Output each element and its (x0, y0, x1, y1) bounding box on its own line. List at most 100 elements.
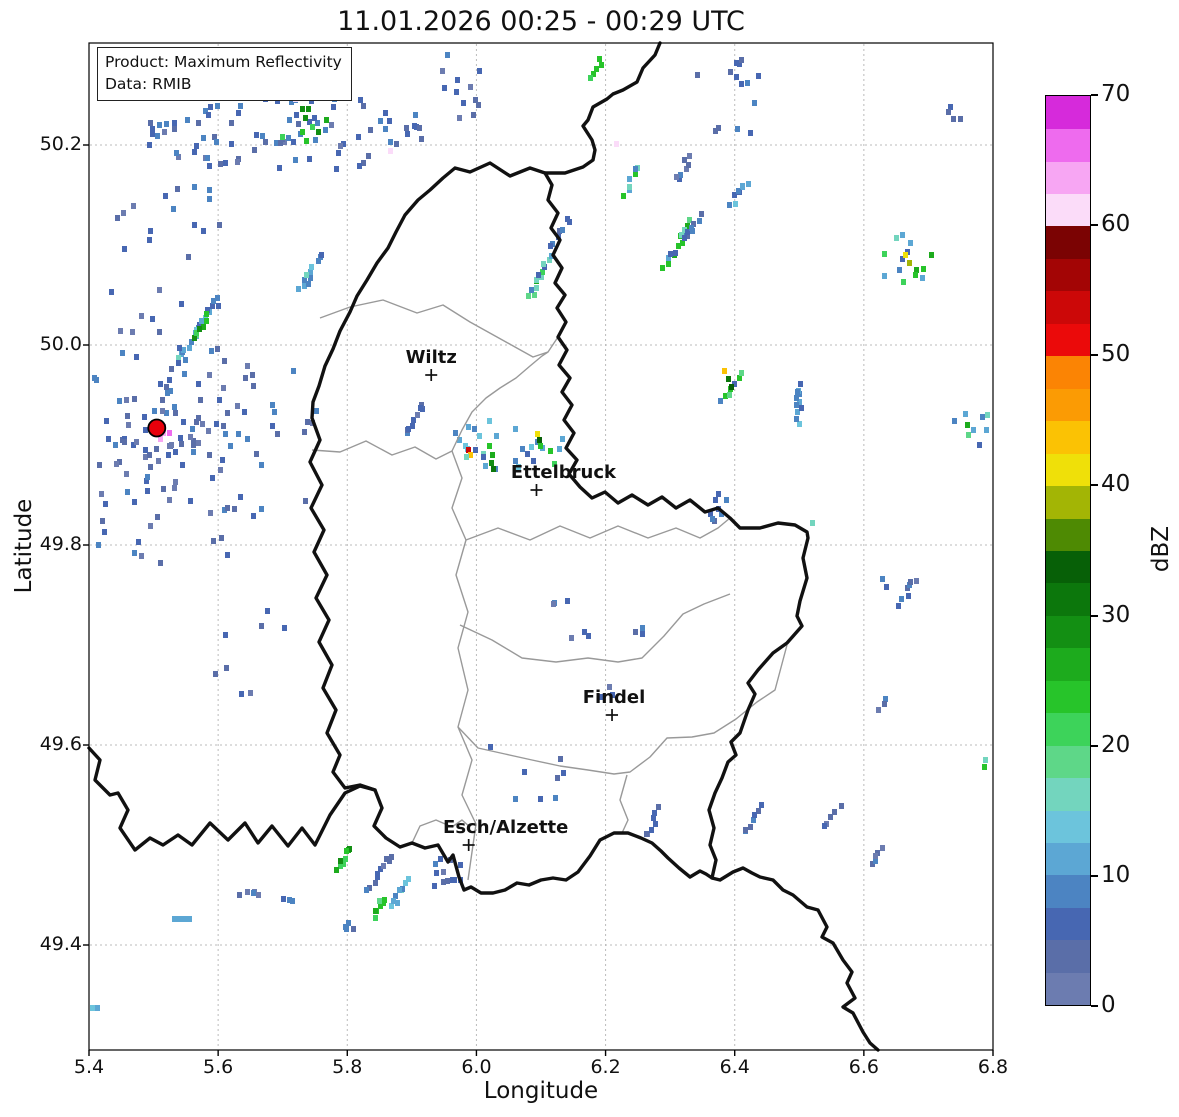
radar-cell (215, 295, 220, 301)
radar-cell (440, 68, 445, 74)
radar-cell (194, 143, 199, 149)
colorbar-segment (1046, 777, 1090, 811)
radar-cell (334, 867, 339, 873)
radar-cell (828, 814, 833, 820)
radar-cell (413, 112, 418, 118)
country-border-germany-france (710, 866, 880, 1052)
x-axis-label: Longitude (483, 1078, 599, 1104)
radar-cell (300, 106, 305, 112)
radar-cell (540, 269, 545, 275)
radar-cell (291, 139, 296, 145)
radar-cell (190, 426, 195, 432)
radar-cell (122, 439, 127, 445)
radar-cell (207, 187, 212, 193)
radar-cell (529, 444, 534, 450)
plot-frame (88, 42, 994, 1051)
radar-cell (172, 485, 177, 491)
radar-cell (716, 491, 721, 497)
radar-cell (381, 863, 386, 869)
radar-cell (194, 330, 199, 336)
radar-cell (223, 160, 228, 166)
radar-cell (165, 390, 170, 396)
radar-cell (251, 383, 256, 389)
radar-cell (472, 426, 477, 432)
radar-cell (207, 372, 212, 378)
radar-cell (307, 156, 312, 162)
radar-cell (117, 459, 122, 465)
radar-cell (461, 100, 466, 106)
radar-cell (144, 478, 149, 484)
radar-cell (553, 795, 558, 801)
radar-cell (201, 135, 206, 141)
radar-cell (558, 756, 563, 762)
radar-cell (393, 893, 398, 899)
radar-cell (699, 211, 704, 217)
radar-cell (640, 631, 645, 637)
radar-cell (676, 243, 681, 249)
radar-cell (344, 848, 349, 854)
radar-cell (900, 232, 905, 238)
radar-cell (723, 393, 728, 399)
radar-cell (383, 126, 388, 132)
radar-cell (965, 422, 970, 428)
radar-cell (150, 131, 155, 137)
radar-cell (382, 897, 387, 903)
radar-cell (794, 416, 799, 422)
radar-cell (343, 856, 348, 862)
radar-cell (95, 1005, 100, 1011)
radar-cell (882, 701, 887, 707)
radar-cell (477, 68, 482, 74)
radar-cell (734, 60, 739, 66)
radar-cell (586, 633, 591, 639)
radar-cell (732, 192, 737, 198)
radar-cell (729, 384, 734, 390)
colorbar-segment (1046, 550, 1090, 584)
radar-cell (415, 412, 420, 418)
radar-cell (433, 861, 438, 867)
radar-cell (136, 539, 141, 545)
radar-cell (148, 523, 153, 529)
radar-cell (222, 507, 227, 513)
radar-cell (560, 436, 565, 442)
radar-cell (383, 110, 388, 116)
radar-cell (457, 437, 462, 443)
colorbar-tick-label: 50 (1101, 341, 1131, 368)
city-label-ettelbruck: Ettelbruck (510, 462, 617, 483)
radar-cell (549, 253, 554, 259)
radar-cell (120, 350, 125, 356)
radar-cell (102, 529, 107, 535)
radar-cell (748, 130, 753, 136)
radar-cell (513, 458, 518, 464)
y-tick-label: 49.6 (39, 733, 82, 755)
radar-cell (223, 632, 228, 638)
radar-cell (457, 115, 462, 121)
radar-cell (224, 665, 229, 671)
radar-cell (245, 889, 250, 895)
radar-cell (491, 466, 496, 472)
district-border (619, 774, 629, 834)
radar-cell (148, 464, 153, 470)
radar-cell (157, 329, 162, 335)
colorbar-segment (1046, 939, 1090, 973)
radar-cell (417, 125, 422, 131)
district-border (411, 819, 471, 844)
radar-cell (200, 421, 205, 427)
radar-cell (251, 890, 256, 896)
radar-cell (901, 279, 906, 285)
radar-cell (143, 454, 148, 460)
radar-cell (656, 804, 661, 810)
radar-cell (312, 115, 317, 121)
radar-cell (172, 916, 177, 922)
radar-cell (529, 287, 534, 293)
radar-cell (651, 815, 656, 821)
radar-cell (239, 691, 244, 697)
radar-cell (189, 339, 194, 345)
radar-cell (347, 846, 352, 852)
radar-cell (175, 186, 180, 192)
radar-cell (684, 166, 689, 172)
radar-cell (810, 520, 815, 526)
radar-cell (364, 887, 369, 893)
radar-cell (181, 419, 186, 425)
radar-cell (387, 118, 392, 124)
radar-cell (210, 303, 215, 309)
